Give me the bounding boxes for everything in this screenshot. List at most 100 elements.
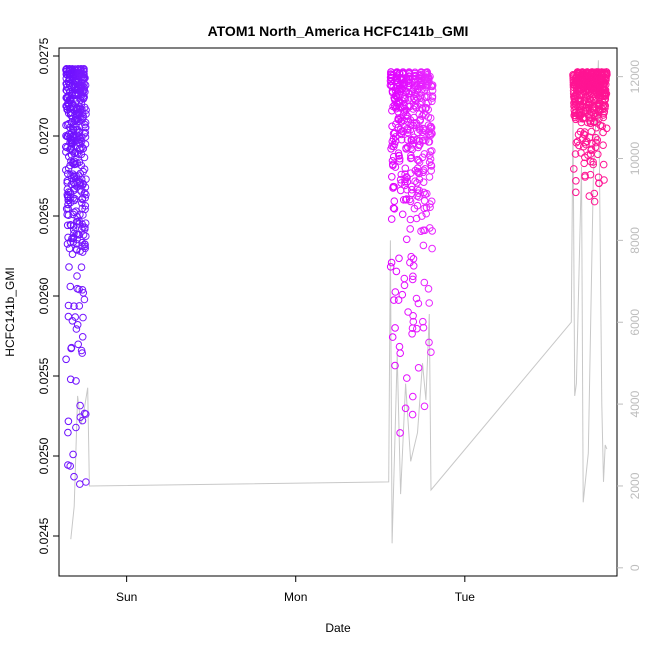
y2-tick-label: 2000 (628, 472, 642, 499)
data-point (406, 197, 415, 206)
data-point (570, 165, 578, 173)
data-point (80, 189, 89, 197)
data-point (395, 157, 404, 165)
axes: Sun Mon Tue 0.0245 0.0250 0.0255 0.0260 0.0265 0… (37, 37, 642, 604)
plot-area (62, 60, 611, 544)
data-point (80, 73, 89, 82)
data-point (424, 285, 433, 293)
data-point (82, 106, 90, 114)
data-point (80, 165, 89, 173)
data-point (408, 410, 417, 419)
data-point (402, 111, 410, 119)
data-point (394, 149, 403, 157)
data-point (391, 361, 399, 370)
data-point (409, 317, 418, 326)
data-point (79, 313, 87, 322)
data-point (74, 340, 82, 349)
data-point (81, 128, 90, 137)
chart-title: ATOM1 North_America HCFC141b_GMI (208, 23, 469, 39)
data-point (420, 402, 429, 411)
x-axis-label: Date (325, 621, 351, 635)
data-point (409, 392, 417, 401)
data-point (73, 240, 81, 248)
data-point (589, 158, 597, 166)
plot-border (58, 47, 618, 577)
data-point (599, 141, 607, 149)
data-point (586, 170, 595, 179)
data-point (398, 210, 407, 219)
x-tick-label: Tue (455, 590, 476, 604)
data-point (82, 478, 90, 486)
data-point (399, 127, 408, 136)
data-point (589, 160, 598, 169)
data-point (76, 104, 85, 113)
data-point (601, 86, 610, 94)
data-point (587, 145, 596, 153)
data-point (421, 226, 429, 235)
data-point (427, 162, 436, 170)
data-point (579, 142, 588, 151)
data-point (408, 275, 417, 284)
data-point (410, 133, 418, 142)
data-point (427, 348, 435, 357)
data-point (394, 296, 403, 304)
data-point (64, 428, 72, 437)
data-point (389, 134, 398, 143)
data-point (406, 215, 415, 224)
data-point (600, 176, 608, 184)
data-point (403, 178, 412, 186)
data-point (422, 103, 430, 112)
data-point (419, 166, 428, 175)
y2-tick-label: 6000 (628, 309, 642, 336)
data-point (69, 450, 77, 459)
data-point (81, 244, 89, 253)
x-tick-label: Sun (116, 590, 137, 604)
data-point (81, 202, 90, 210)
data-point (414, 299, 423, 308)
data-point (419, 317, 427, 326)
data-point (396, 349, 405, 358)
data-point (390, 296, 398, 304)
data-point (395, 152, 403, 160)
data-point (575, 114, 584, 123)
data-point (63, 221, 72, 230)
data-point (77, 263, 86, 272)
data-point (74, 117, 83, 126)
data-point (407, 144, 415, 152)
data-point (408, 330, 416, 338)
data-point (402, 173, 411, 181)
data-point (79, 231, 88, 239)
data-point (602, 90, 611, 98)
data-point (413, 324, 421, 333)
data-point (586, 150, 595, 158)
data-point (69, 238, 78, 246)
data-point (82, 190, 90, 199)
data-point (590, 189, 599, 198)
data-point (594, 150, 602, 159)
data-point (428, 97, 436, 106)
data-point (412, 93, 420, 101)
altitude-line (70, 60, 608, 544)
y-axis-label: HCFC141b_GMI (3, 267, 17, 356)
data-point (80, 93, 88, 101)
data-point (402, 195, 411, 203)
data-point (64, 417, 73, 426)
data-point (397, 135, 406, 144)
data-point (390, 140, 399, 149)
data-point (78, 286, 87, 294)
data-point (425, 173, 434, 181)
data-point (399, 196, 408, 204)
data-point (64, 301, 73, 310)
data-point (74, 150, 83, 158)
y-tick-label: 0.0260 (37, 277, 51, 314)
data-point (599, 128, 607, 137)
data-point (572, 188, 580, 197)
data-point (391, 324, 399, 332)
data-point (64, 233, 72, 242)
data-point (78, 416, 87, 425)
data-point (407, 252, 416, 261)
data-point (601, 104, 609, 112)
data-point (425, 299, 434, 307)
data-point (401, 164, 410, 173)
y-tick-label: 0.0255 (37, 357, 51, 394)
